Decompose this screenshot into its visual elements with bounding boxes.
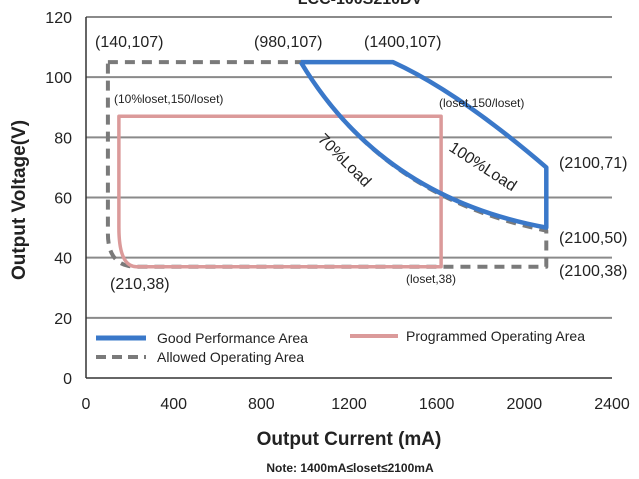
legend: Good Performance Area Programmed Operati…: [96, 328, 585, 365]
annotation-980-107: (980,107): [254, 34, 323, 51]
chart-title: LCC-100S210DV: [298, 0, 423, 8]
x-tick-label: 0: [82, 396, 91, 413]
x-tick-label: 1200: [331, 396, 367, 413]
chart-note: Note: 1400mA≤loset≤2100mA: [266, 461, 434, 475]
load-100-label: 100%Load: [446, 139, 519, 195]
y-tick-label: 40: [54, 251, 72, 268]
legend-label-allowed: Allowed Operating Area: [157, 349, 304, 365]
annotation-140-107: (140,107): [95, 34, 164, 51]
legend-label-programmed: Programmed Operating Area: [406, 328, 585, 344]
annotation-10pct-loset: (10%loset,150/loset): [114, 92, 223, 106]
x-tick-label: 2000: [507, 396, 543, 413]
good-performance-area-line: [298, 59, 549, 230]
y-axis-ticks: 0 20 40 60 80 100 120: [45, 10, 72, 388]
series: [105, 59, 549, 269]
y-axis-title: Output Voltage(V): [9, 120, 30, 280]
annotation-2100-38: (2100,38): [559, 263, 628, 280]
x-axis-title: Output Current (mA): [257, 429, 442, 450]
annotation-2100-71: (2100,71): [559, 155, 628, 172]
y-tick-label: 0: [63, 371, 72, 388]
x-axis-ticks: 0 400 800 1200 1600 2000 2400: [82, 396, 630, 413]
grid: [86, 16, 612, 319]
x-tick-label: 800: [248, 396, 275, 413]
legend-label-good: Good Performance Area: [157, 330, 308, 346]
annotation-loset-38: (loset,38): [406, 272, 456, 286]
annotation-1400-107: (1400,107): [364, 34, 441, 51]
x-tick-label: 400: [160, 396, 187, 413]
y-tick-label: 120: [45, 10, 72, 27]
y-tick-label: 20: [54, 311, 72, 328]
y-tick-label: 100: [45, 70, 72, 87]
x-tick-label: 1600: [419, 396, 455, 413]
annotation-2100-50: (2100,50): [559, 230, 628, 247]
programmed-operating-area-line: [117, 114, 443, 269]
y-tick-label: 60: [54, 191, 72, 208]
y-tick-label: 80: [54, 130, 72, 147]
annotation-210-38: (210,38): [110, 276, 170, 293]
annotation-loset-150: (loset,150/loset): [439, 96, 524, 110]
x-tick-label: 2400: [594, 396, 630, 413]
